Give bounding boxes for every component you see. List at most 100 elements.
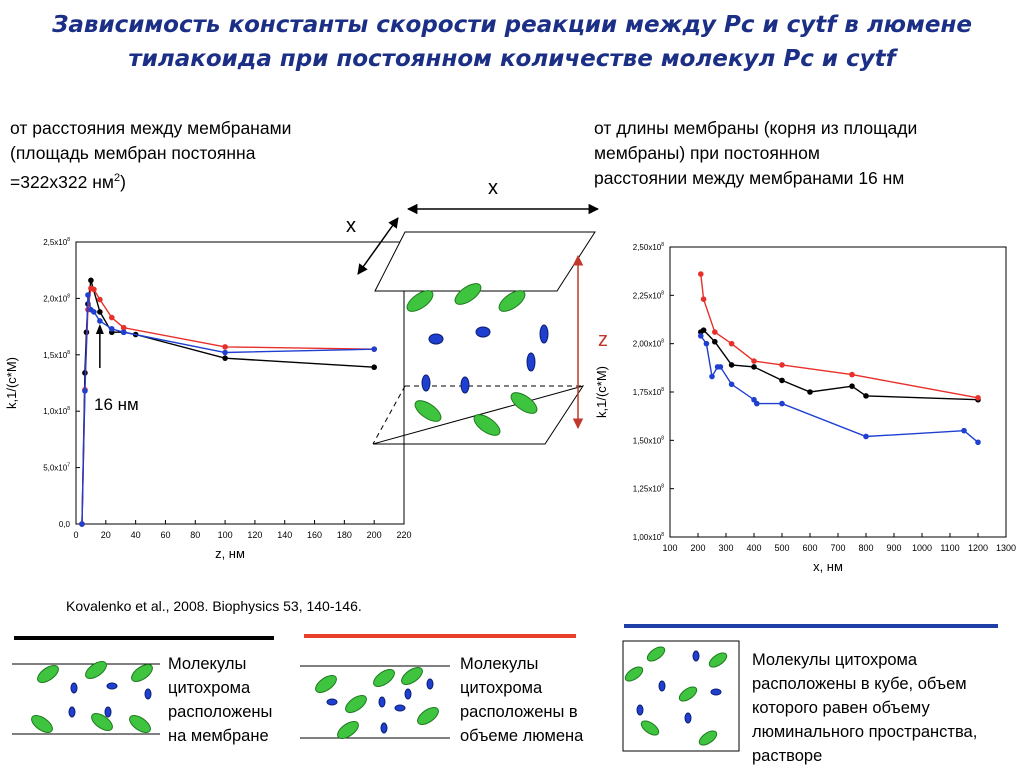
left-description-close: ) [120, 171, 126, 192]
y-tick-label: 1,25x108 [633, 484, 664, 494]
cytochrome-molecule [68, 706, 76, 718]
y-tick-label: 1,00x108 [633, 532, 664, 542]
plastocyanin-molecule [454, 283, 482, 305]
plot-frame [75, 241, 405, 525]
y-tick-label-exponent: 7 [67, 463, 70, 469]
data-point-blue [709, 373, 715, 380]
data-point-red [91, 286, 97, 293]
data-point-red [120, 324, 127, 331]
plastocyanin-molecule [315, 675, 337, 693]
legend-text-line: расположены в [460, 703, 578, 721]
plastocyanin-molecules-top [406, 283, 526, 312]
data-point-blue [91, 309, 97, 315]
cytochrome-molecule [658, 680, 666, 692]
cytochrome-molecule [460, 376, 470, 394]
y-tick-label: 2,5x108 [43, 237, 70, 247]
y-tick-label-exponent: 8 [661, 435, 664, 441]
x-tick-label: 180 [337, 530, 352, 540]
legend-text-cube-solution: Молекулы цитохрома расположены в кубе, о… [752, 648, 977, 768]
bottom-membrane-plane-side [372, 385, 406, 445]
cytochrome-molecule [404, 688, 412, 700]
x-tick-label: 160 [307, 530, 322, 540]
plastocyanin-molecule [646, 646, 666, 662]
y-tick-label-base: 2,50x10 [633, 243, 662, 252]
data-point-black [97, 309, 103, 315]
left-description: от расстояния между мембранами (площадь … [10, 116, 390, 195]
annotation-arrowhead [95, 324, 104, 334]
y-tick-label: 2,25x108 [633, 290, 664, 300]
y-tick-label-base: 2,0x10 [43, 294, 68, 303]
plastocyanin-molecule [698, 730, 718, 746]
y-tick-label: 1,50x108 [633, 435, 664, 445]
citation: Kovalenko et al., 2008. Biophysics 53, 1… [66, 598, 362, 614]
y-tick-label-exponent: 8 [661, 339, 664, 345]
data-point-blue [751, 396, 757, 403]
y-tick-label: 1,75x108 [633, 387, 664, 397]
y-axis-label: k,1/(c*M) [4, 357, 19, 409]
data-point-black [807, 389, 813, 395]
y-axis-label: k,1/(c*M) [594, 366, 609, 418]
data-point-blue [961, 427, 967, 434]
left-description-line-1: от расстояния между мембранами [10, 118, 292, 138]
legend-text-line: на мембране [168, 727, 269, 745]
x-tick-label: 220 [396, 530, 411, 540]
y-tick-label: 2,00x108 [633, 339, 664, 349]
legend-line-black [14, 636, 274, 640]
x-dimension-arrow-side [357, 217, 399, 275]
x-axis-label: z, нм [215, 546, 245, 561]
data-point-blue [108, 326, 115, 332]
cytochrome-molecule [426, 678, 434, 690]
cytochrome-molecules [421, 324, 549, 394]
y-tick-label-base: 1,0x10 [43, 407, 68, 416]
data-point-red [728, 340, 735, 347]
data-point-blue [863, 433, 869, 440]
legend-text-line: люминального пространства, [752, 723, 978, 741]
title-line-2: тилакоида при постоянном количестве моле… [128, 46, 896, 72]
left-description-line-3: =322x322 нм2) [10, 166, 390, 195]
cytochrome-molecule [104, 706, 112, 718]
right-description: от длины мембраны (корня из площади мемб… [594, 116, 1024, 191]
data-point-blue [717, 364, 724, 370]
page-title: Зависимость константы скорости реакции м… [0, 8, 1024, 76]
plastocyanin-molecule [131, 664, 153, 682]
y-tick-label-exponent: 8 [661, 387, 664, 393]
y-tick-label-base: 0,0 [59, 520, 71, 529]
cytochrome-molecule [380, 722, 388, 734]
legend-text-line: растворе [752, 747, 823, 765]
plastocyanin-molecule [678, 686, 698, 702]
x-tick-label: 140 [277, 530, 292, 540]
x-tick-label: 40 [131, 530, 141, 540]
y-tick-label-base: 2,25x10 [633, 291, 662, 300]
legend-text-line: цитохрома [168, 679, 251, 697]
cytochrome-molecule [684, 712, 692, 724]
y-tick-label-exponent: 8 [67, 237, 70, 243]
plastocyanin-molecule [373, 669, 395, 687]
data-point-black [88, 277, 94, 284]
y-tick-label-exponent: 8 [661, 290, 664, 296]
y-tick-label: 1,0x108 [43, 406, 70, 416]
plastocyanin-molecule [129, 715, 151, 733]
left-description-superscript: 2 [113, 172, 121, 184]
x-tick-label: 0 [73, 530, 78, 540]
plastocyanin-molecule [414, 400, 442, 422]
x-label-top: x [488, 177, 498, 199]
data-point-blue [82, 388, 88, 394]
cytochrome-molecule [539, 324, 549, 344]
y-tick-label-exponent: 8 [67, 406, 70, 412]
data-point-red [712, 329, 718, 335]
y-tick-label-base: 1,75x10 [633, 388, 662, 397]
data-point-red [975, 395, 981, 401]
data-point-red [779, 362, 785, 368]
x-tick-label: 20 [101, 530, 111, 540]
annotation-label: 16 нм [94, 395, 139, 414]
plastocyanin-molecule [473, 414, 501, 436]
y-tick-label-base: 1,00x10 [633, 533, 662, 542]
plastocyanin-molecule [417, 707, 439, 725]
x-tick-label: 800 [858, 543, 873, 553]
plastocyanin-molecule [708, 652, 728, 668]
data-point-red [698, 271, 704, 277]
plastocyanin-molecule [337, 721, 359, 739]
x-tick-label: 1300 [996, 543, 1016, 553]
plastocyanin-molecules-bottom [414, 392, 538, 436]
y-tick-label-base: 2,00x10 [633, 340, 662, 349]
